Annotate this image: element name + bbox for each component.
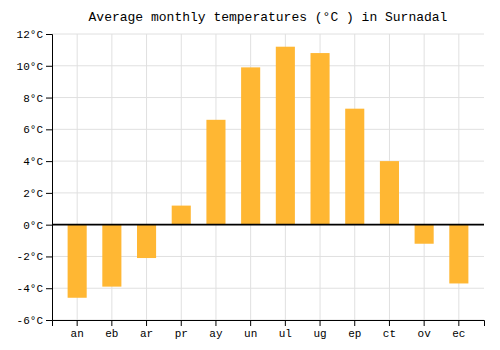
x-tick-mark	[77, 320, 78, 326]
y-tick-mark	[46, 66, 52, 67]
bar	[311, 53, 330, 225]
bar	[380, 161, 399, 225]
y-grid-line	[52, 34, 484, 35]
grid	[52, 34, 484, 320]
plot: -6°C-4°C-2°C0°C2°C4°C6°C8°C10°C12°Caneba…	[17, 29, 485, 340]
bar	[102, 225, 121, 287]
x-tick-label: pr	[175, 328, 188, 340]
y-tick-label: 12°C	[17, 29, 44, 41]
x-axis: an eb ar pr ay un ul ug ep ct ov ec	[53, 320, 485, 340]
y-tick-mark	[46, 98, 52, 99]
x-tick: ov	[418, 320, 432, 340]
x-tick: ug	[313, 320, 326, 340]
y-tick-mark	[46, 129, 52, 130]
x-tick-label: un	[244, 328, 257, 340]
x-tick-label: ul	[279, 328, 292, 340]
x-tick-label: ep	[348, 328, 361, 340]
y-tick-label: 6°C	[23, 124, 43, 136]
y-tick-label: -4°C	[17, 283, 44, 295]
x-tick-label: eb	[105, 328, 118, 340]
y-grid-line	[52, 65, 484, 66]
y-grid-line	[52, 97, 484, 98]
y-tick-mark	[46, 34, 52, 35]
x-tick-mark	[424, 320, 425, 326]
marks	[52, 47, 484, 298]
x-tick-label: an	[71, 328, 84, 340]
chart: -6°C-4°C-2°C0°C2°C4°C6°C8°C10°C12°Caneba…	[0, 0, 500, 350]
y-tick-label: 10°C	[17, 61, 44, 73]
y-tick-mark	[46, 161, 52, 162]
bar	[172, 206, 191, 225]
title: Average monthly temperatures (°C ) in Su…	[89, 10, 448, 25]
x-tick-label: ay	[209, 328, 223, 340]
x-tick: an	[71, 320, 84, 340]
x-tick-mark	[389, 320, 390, 326]
bar	[137, 225, 156, 258]
y-grid-line	[52, 288, 484, 289]
x-tick: ay	[209, 320, 223, 340]
y-tick: -4°C	[17, 283, 52, 295]
y-grid-line	[52, 161, 484, 162]
x-tick-mark	[181, 320, 182, 326]
x-tick-label: ar	[140, 328, 153, 340]
x-tick: ct	[383, 320, 396, 340]
y-tick-mark	[46, 288, 52, 289]
x-grid-line	[424, 34, 425, 320]
x-tick-mark	[458, 320, 459, 326]
y-tick-label: -2°C	[17, 251, 44, 263]
bar	[345, 109, 364, 225]
y-tick-mark	[46, 256, 52, 257]
y-grid-line	[52, 129, 484, 130]
y-tick-label: 0°C	[23, 220, 43, 232]
x-tick-mark	[146, 320, 147, 326]
x-tick: pr	[175, 320, 188, 340]
y-tick: -2°C	[17, 251, 52, 263]
y-tick-label: -6°C	[17, 315, 44, 327]
y-tick: 2°C	[23, 188, 52, 200]
y-tick: 4°C	[23, 156, 52, 168]
y-tick: 0°C	[23, 220, 52, 232]
y-tick: 8°C	[23, 93, 52, 105]
y-axis: -6°C -4°C -2°C 0°C 2°C 4°C 6°C 8°C 10°C 12°C	[17, 29, 53, 327]
zero-line	[52, 224, 484, 226]
x-tick-label: ec	[452, 328, 465, 340]
x-tick-mark	[111, 320, 112, 326]
x-tick-label: ov	[418, 328, 432, 340]
x-tick: un	[244, 320, 257, 340]
y-axis-line	[46, 35, 53, 321]
x-tick-mark	[215, 320, 216, 326]
bar	[68, 225, 87, 298]
x-tick-mark	[250, 320, 251, 326]
bar	[241, 67, 260, 224]
x-grid-line	[181, 34, 182, 320]
x-tick: ar	[140, 320, 153, 340]
y-tick-label: 2°C	[23, 188, 43, 200]
x-tick: ep	[348, 320, 361, 340]
bar	[415, 225, 434, 244]
x-tick-label: ug	[313, 328, 326, 340]
x-grid-line	[146, 34, 147, 320]
y-tick-label: 8°C	[23, 93, 43, 105]
y-grid-line	[52, 224, 484, 225]
bar	[206, 120, 225, 225]
x-tick-label: ct	[383, 328, 396, 340]
y-tick-mark	[46, 193, 52, 194]
y-tick-mark	[46, 320, 52, 321]
x-axis-line	[53, 321, 485, 327]
x-tick: ul	[279, 320, 292, 340]
x-tick-mark	[320, 320, 321, 326]
bar	[276, 47, 295, 225]
x-tick: ec	[452, 320, 465, 340]
y-tick-label: 4°C	[23, 156, 43, 168]
y-tick: 12°C	[17, 29, 52, 41]
y-tick: 10°C	[17, 61, 52, 73]
x-tick-mark	[285, 320, 286, 326]
x-tick-mark	[354, 320, 355, 326]
x-tick: eb	[105, 320, 118, 340]
bar	[449, 225, 468, 284]
y-tick: 6°C	[23, 124, 52, 136]
y-grid-line	[52, 192, 484, 193]
y-tick: -6°C	[17, 315, 52, 327]
y-tick-mark	[46, 225, 52, 226]
